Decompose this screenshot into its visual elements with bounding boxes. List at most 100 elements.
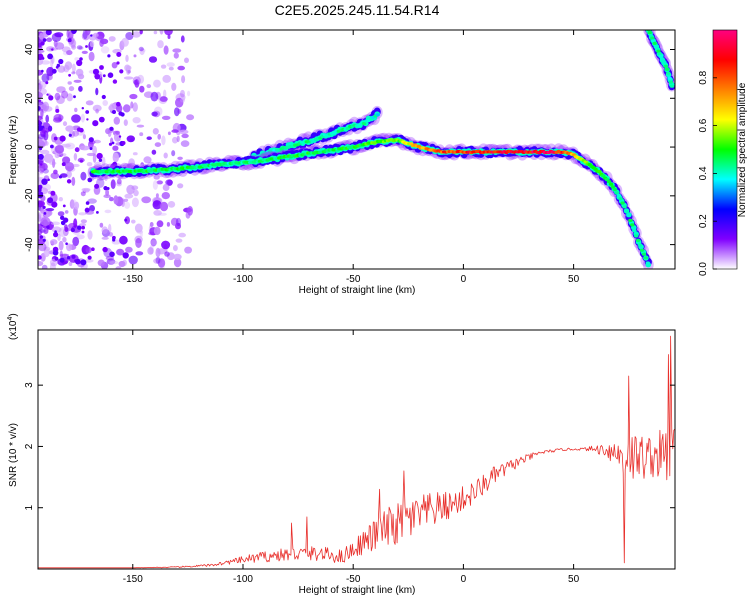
- noise-point: [81, 230, 85, 234]
- main-ridge-core: [639, 248, 645, 252]
- colorbar-gradient: [713, 30, 737, 269]
- noise-speckle: [186, 114, 195, 121]
- noise-speckle: [43, 130, 49, 141]
- noise-speckle: [80, 191, 86, 197]
- noise-speckle: [40, 217, 51, 226]
- noise-speckle: [50, 172, 60, 179]
- noise-speckle: [132, 76, 141, 85]
- noise-speckle: [49, 262, 56, 269]
- noise-point: [96, 152, 103, 160]
- colorbar-tick-label: 0.0: [698, 262, 709, 276]
- noise-speckle: [157, 133, 161, 140]
- figure-title: C2E5.2025.245.11.54.R14: [275, 2, 440, 18]
- noise-speckle: [131, 197, 139, 208]
- noise-speckle: [92, 104, 102, 112]
- noise-point: [80, 259, 87, 266]
- noise-speckle: [112, 152, 120, 163]
- snr-series-line: [38, 335, 675, 569]
- main-ridge-core: [610, 185, 616, 189]
- noise-speckle: [66, 50, 73, 56]
- noise-speckle: [78, 212, 87, 216]
- spectrogram-y-label: Frequency (Hz): [8, 116, 19, 185]
- noise-point: [94, 183, 100, 189]
- noise-speckle: [85, 246, 92, 254]
- noise-speckle: [59, 253, 70, 257]
- noise-speckle: [181, 133, 189, 139]
- noise-point: [39, 163, 43, 166]
- noise-point: [61, 162, 66, 167]
- noise-speckle: [85, 30, 91, 36]
- noise-speckle: [152, 180, 158, 190]
- main-ridge-core: [634, 234, 639, 238]
- noise-point: [81, 225, 85, 230]
- noise-speckle: [140, 162, 145, 168]
- noise-speckle: [181, 75, 186, 84]
- noise-speckle: [52, 158, 56, 169]
- noise-speckle: [126, 65, 132, 71]
- noise-speckle: [57, 211, 65, 217]
- noise-point: [59, 135, 66, 142]
- right-ridge-core: [661, 59, 666, 63]
- noise-speckle: [74, 147, 80, 153]
- noise-speckle: [67, 81, 72, 85]
- main-ridge-core: [622, 205, 627, 209]
- noise-speckle: [155, 193, 159, 199]
- right-ridge-core: [666, 71, 671, 75]
- noise-speckle: [173, 245, 178, 252]
- noise-speckle: [155, 247, 161, 258]
- noise-speckle: [96, 31, 105, 40]
- spectrogram-marks: [38, 30, 675, 269]
- noise-speckle: [62, 156, 71, 164]
- noise-speckle: [78, 46, 84, 50]
- noise-point: [107, 72, 114, 78]
- noise-speckle: [143, 156, 152, 164]
- spectrogram-x-tick-label: 50: [568, 274, 580, 285]
- main-ridge-core: [612, 187, 618, 192]
- spectrogram-y-tick-label: -20: [24, 188, 35, 203]
- noise-speckle: [75, 68, 84, 77]
- noise-point: [116, 101, 121, 107]
- noise-point: [99, 65, 104, 70]
- colorbar-ticks: 0.0 0.2 0.4 0.6 0.8: [698, 70, 717, 276]
- right-ridge-core: [662, 61, 667, 66]
- noise-speckle: [139, 132, 144, 137]
- noise-speckle: [49, 239, 58, 245]
- upper-ridge-core: [361, 121, 367, 126]
- noise-speckle: [122, 259, 127, 266]
- noise-speckle: [141, 196, 152, 204]
- snr-multiplier-close: ): [8, 313, 19, 316]
- noise-speckle: [78, 85, 83, 92]
- noise-point: [112, 79, 118, 84]
- noise-point: [76, 127, 82, 132]
- noise-speckle: [64, 61, 73, 70]
- spectrogram-y-ticks: -40 -20 0 20 40: [24, 44, 675, 252]
- snr-frame: [37, 329, 676, 570]
- noise-speckle: [173, 253, 182, 260]
- noise-speckle: [161, 192, 170, 200]
- noise-point: [38, 53, 44, 61]
- noise-point: [53, 232, 59, 238]
- noise-speckle: [166, 62, 175, 67]
- noise-speckle: [38, 200, 45, 207]
- spectrogram-x-tick-label: -100: [233, 274, 253, 285]
- main-ridge-core: [616, 193, 621, 197]
- noise-point: [47, 197, 54, 204]
- noise-speckle: [160, 64, 167, 69]
- noise-speckle: [40, 60, 51, 65]
- noise-speckle: [42, 101, 50, 112]
- main-ridge-core: [620, 201, 625, 205]
- noise-point: [98, 116, 105, 123]
- snr-panel: -150 -100 -50 0 50 1 2 3 Height of straight li…: [7, 313, 676, 596]
- main-ridge-core: [614, 191, 619, 195]
- noise-speckle: [164, 30, 173, 36]
- noise-speckle: [108, 232, 114, 237]
- noise-speckle: [86, 152, 96, 157]
- noise-speckle: [80, 219, 87, 224]
- noise-speckle: [73, 153, 78, 161]
- noise-speckle: [163, 89, 167, 99]
- noise-point: [38, 120, 41, 124]
- noise-point: [50, 144, 54, 149]
- noise-speckle: [92, 153, 97, 163]
- noise-point: [71, 30, 77, 34]
- noise-point: [118, 135, 122, 138]
